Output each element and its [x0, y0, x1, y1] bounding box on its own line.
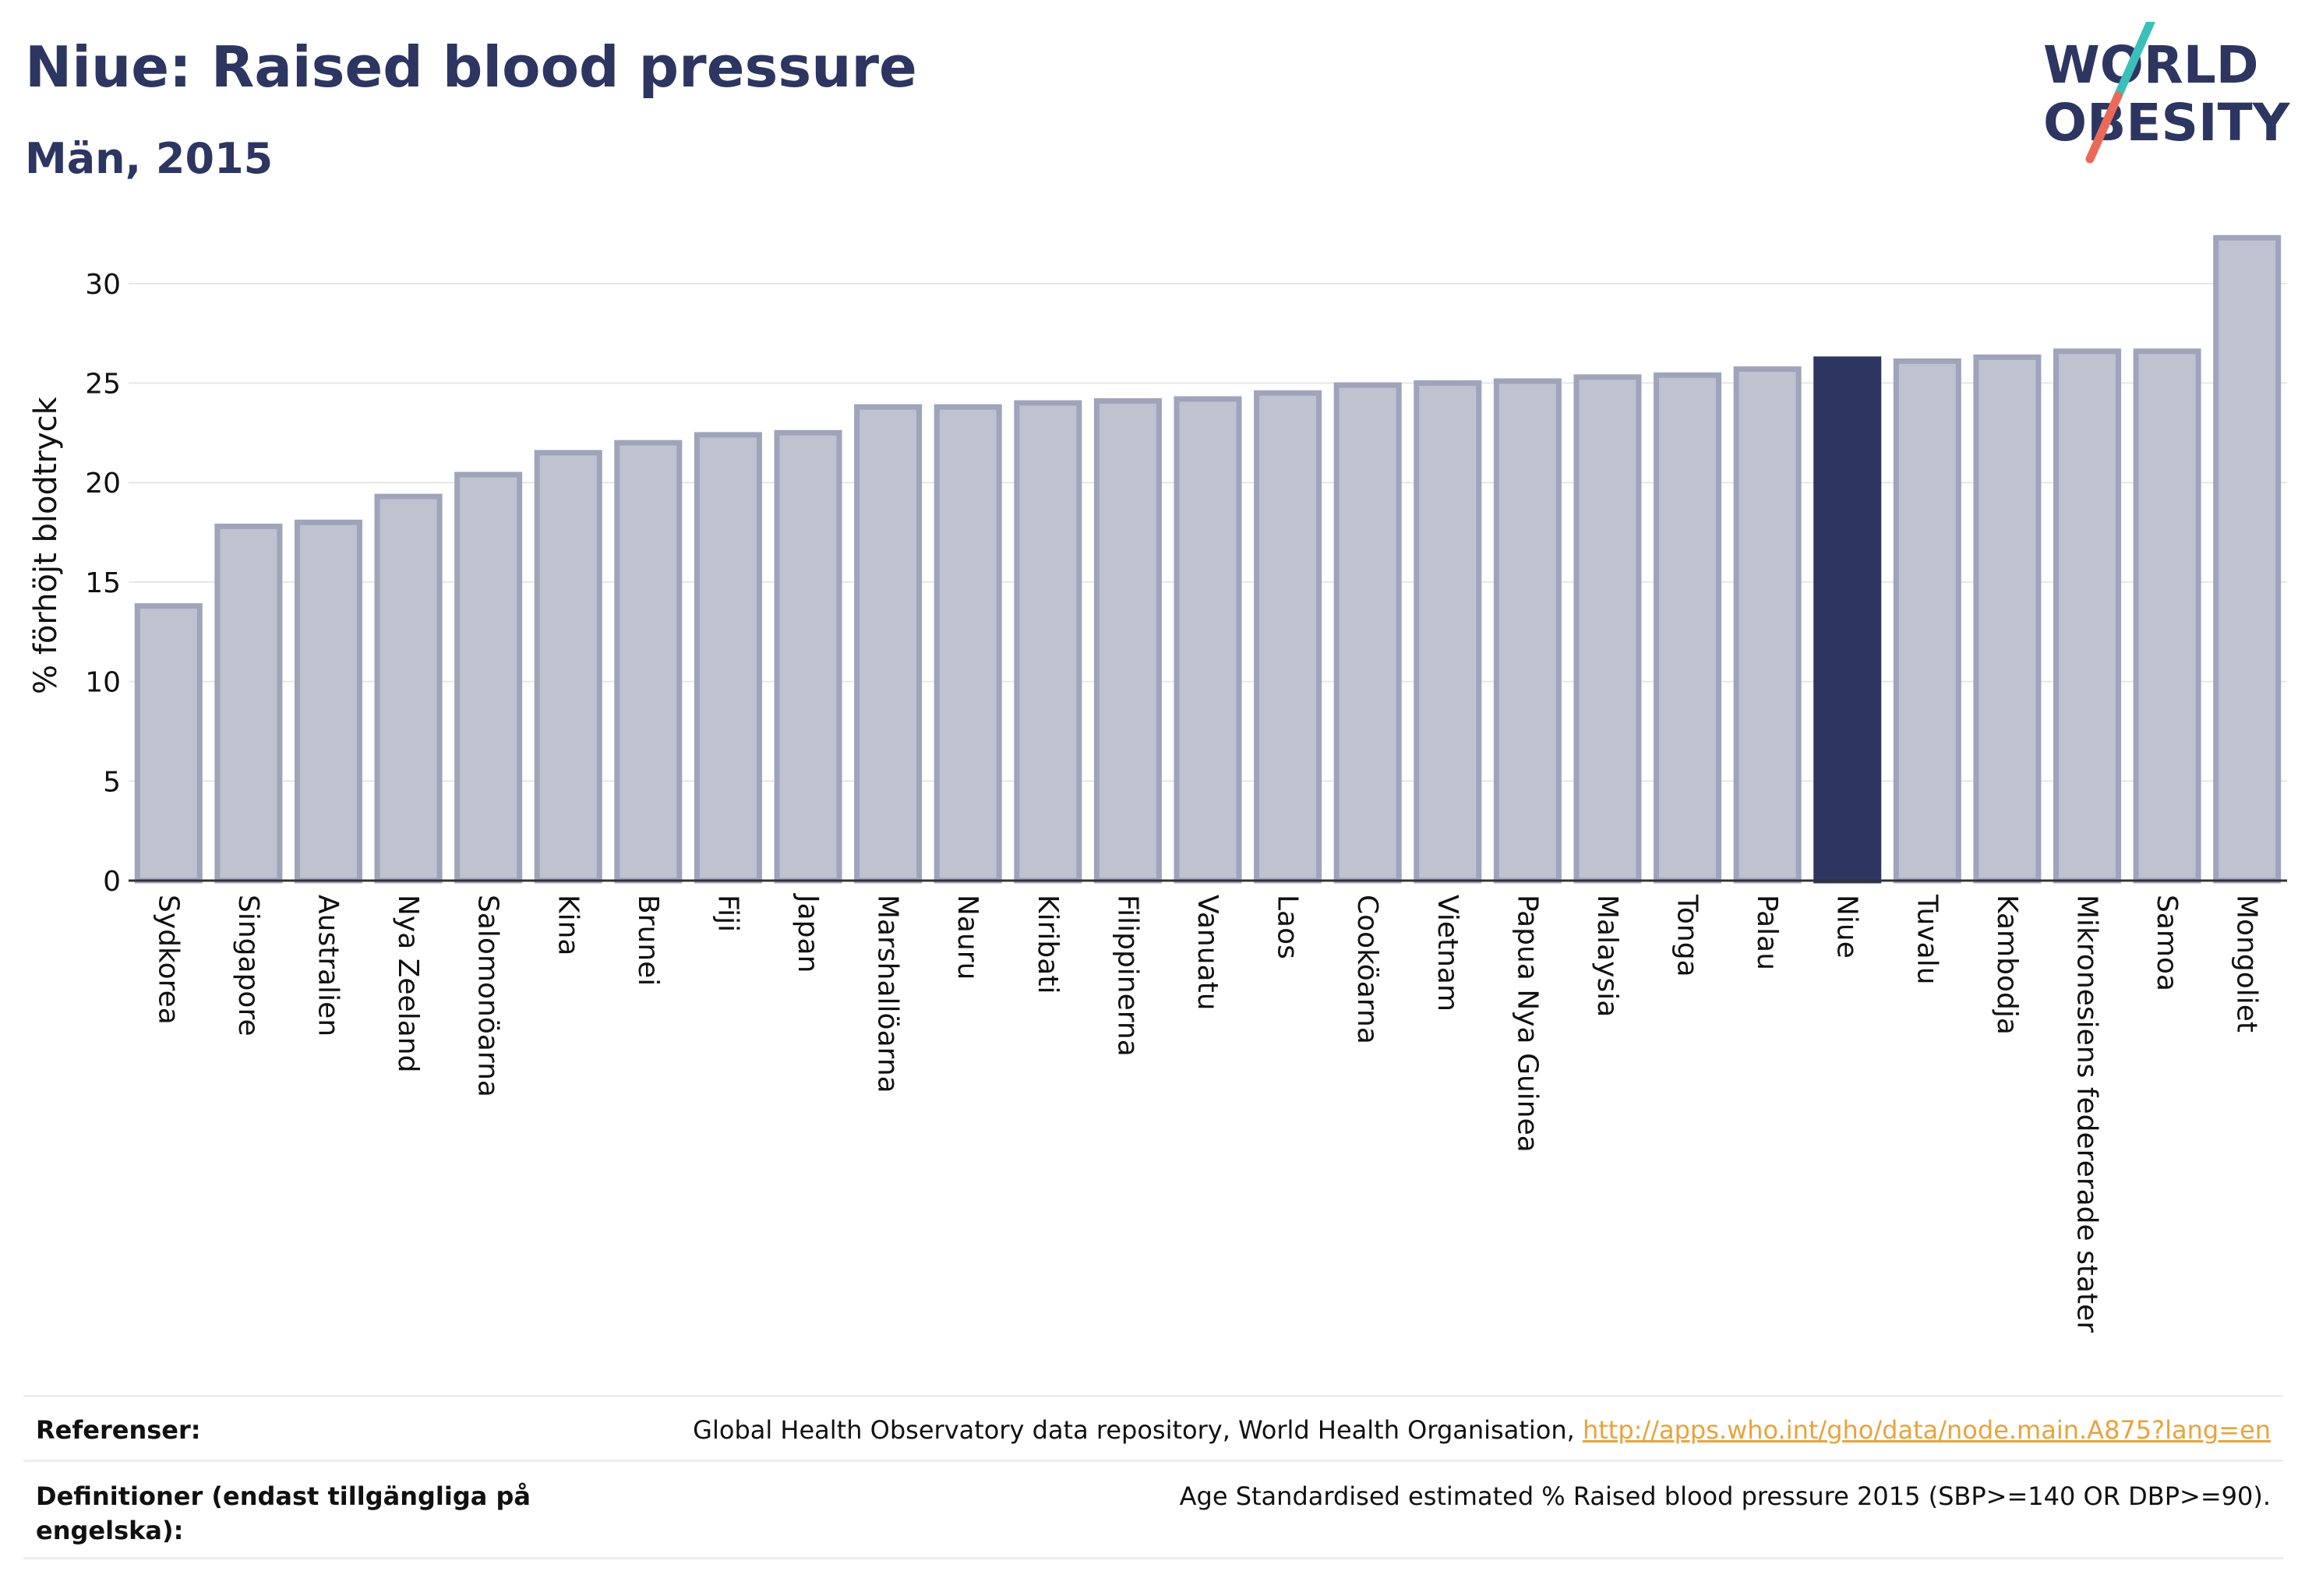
- y-tick-label: 15: [85, 567, 121, 599]
- bar-nya-zeeland: [374, 493, 443, 884]
- x-tick-label: Singapore: [232, 895, 264, 1036]
- logo-slash-bottom: [2085, 91, 2123, 164]
- x-tick-label: Mikronesiens federerade stater: [2071, 895, 2103, 1333]
- bar-kiribati: [1014, 400, 1082, 884]
- y-tick-label: 30: [85, 269, 121, 301]
- logo-slash-top: [2113, 22, 2155, 101]
- bar-vanuatu: [1174, 396, 1242, 884]
- x-tick-label: Mongoliet: [2231, 895, 2263, 1033]
- references-link[interactable]: http://apps.who.int/gho/data/node.main.A…: [1582, 1415, 2271, 1445]
- bar-nauru: [934, 404, 1002, 884]
- bar-kambodja: [1973, 354, 2042, 884]
- x-tick-label: Cooköarna: [1351, 895, 1383, 1044]
- chart-subtitle: Män, 2015: [25, 134, 274, 183]
- x-tick-label: Nya Zeeland: [392, 895, 424, 1072]
- bar-papua-nya-guinea: [1493, 378, 1562, 884]
- x-tick-label: Sydkorea: [152, 895, 184, 1025]
- bar-vietnam: [1414, 380, 1482, 884]
- y-tick-label: 10: [85, 667, 121, 699]
- x-tick-label: Fiji: [711, 895, 743, 932]
- x-tick-label: Malaysia: [1591, 895, 1623, 1017]
- y-tick-label: 5: [103, 766, 121, 798]
- y-tick-label: 0: [103, 866, 121, 898]
- bar-australien: [294, 519, 362, 884]
- bar-sydkorea: [134, 603, 203, 884]
- x-tick-label: Filippinerna: [1111, 895, 1143, 1057]
- bar-marshallöarna: [854, 404, 923, 884]
- logo-text-obesity: OBESITY: [2043, 93, 2291, 153]
- y-axis-label: % förhöjt blodtryck: [28, 396, 64, 694]
- x-tick-label: Salomonöarna: [472, 895, 504, 1097]
- references-value: Global Health Observatory data repositor…: [693, 1413, 2271, 1447]
- bar-malaysia: [1573, 374, 1642, 884]
- y-tick-label: 25: [85, 369, 121, 401]
- x-tick-label: Vanuatu: [1191, 895, 1223, 1011]
- references-row: Referenser: Global Health Observatory da…: [23, 1395, 2283, 1460]
- x-tick-label: Niue: [1831, 895, 1863, 959]
- x-tick-label: Marshallöarna: [872, 895, 904, 1093]
- bar-kina: [534, 450, 602, 884]
- x-tick-label: Palau: [1751, 895, 1783, 970]
- bar-mikronesiens-federerade-stater: [2053, 348, 2122, 884]
- x-tick-label: Laos: [1272, 895, 1304, 959]
- bar-brunei: [614, 440, 683, 884]
- x-tick-label: Tuvalu: [1911, 894, 1943, 985]
- definitions-row: Definitioner (endast tillgängliga på eng…: [23, 1460, 2283, 1559]
- x-tick-label: Brunei: [632, 895, 664, 986]
- x-tick-label: Kiribati: [1032, 895, 1064, 994]
- x-tick-label: Vietnam: [1431, 895, 1463, 1012]
- bar-samoa: [2133, 348, 2201, 884]
- bar-tonga: [1654, 372, 1722, 884]
- bar-chart: 0 5 10 15 20 25 30 Sydkorea Singapore Australien…: [28, 235, 2287, 1333]
- bar-filippinerna: [1093, 398, 1162, 884]
- x-tick-label: Tonga: [1671, 894, 1703, 977]
- bar-salomonöarna: [454, 471, 523, 884]
- bar-laos: [1254, 390, 1322, 884]
- bars: [134, 235, 2282, 884]
- x-tick-label: Samoa: [2151, 895, 2183, 991]
- x-tick-label: Kambodja: [1991, 895, 2023, 1035]
- x-tick-label: Nauru: [951, 895, 983, 980]
- x-tick-label: Kina: [552, 895, 584, 956]
- definitions-value: Age Standardised estimated % Raised bloo…: [1179, 1481, 2271, 1511]
- logo-text-world: WORLD: [2043, 35, 2259, 95]
- x-tick-label: Papua Nya Guinea: [1511, 895, 1543, 1153]
- bar-cooköarna: [1333, 382, 1402, 884]
- references-text: Global Health Observatory data repositor…: [693, 1415, 1575, 1445]
- references-label: Referenser:: [36, 1415, 201, 1445]
- bar-singapore: [214, 523, 283, 884]
- x-tick-label: Japan: [792, 893, 824, 973]
- x-tick-label: Australien: [312, 895, 344, 1036]
- bar-japan: [774, 429, 842, 884]
- y-axis-ticks: 0 5 10 15 20 25 30: [85, 269, 121, 898]
- bar-mongoliet: [2213, 235, 2282, 884]
- bar-fiji: [694, 432, 762, 884]
- bar-niue: [1813, 356, 1882, 884]
- chart-title: Niue: Raised blood pressure: [25, 34, 917, 100]
- bar-palau: [1733, 366, 1802, 884]
- x-axis-ticks: Sydkorea Singapore Australien Nya Zeeland Sa…: [152, 893, 2262, 1333]
- definitions-label: Definitioner (endast tillgängliga på eng…: [36, 1481, 531, 1545]
- y-tick-label: 20: [85, 468, 121, 500]
- bar-tuvalu: [1893, 358, 1961, 884]
- references-table: Referenser: Global Health Observatory da…: [23, 1395, 2283, 1559]
- world-obesity-logo: WORLD OBESITY: [2043, 22, 2291, 164]
